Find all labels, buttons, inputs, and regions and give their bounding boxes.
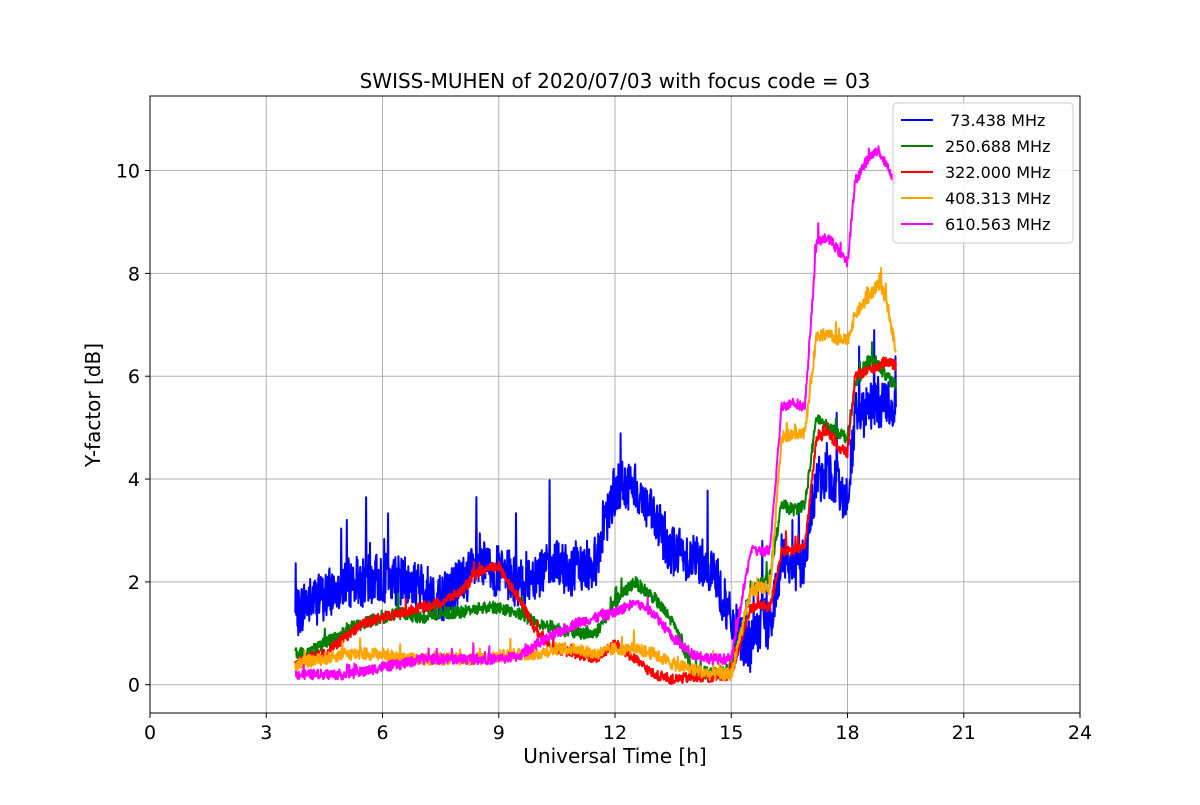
x-tick-label: 15 xyxy=(719,722,743,744)
series-line-4 xyxy=(294,145,897,681)
legend: 73.438 MHz 250.688 MHz 322.000 MHz 408.313 … xyxy=(892,102,1074,244)
series-layer xyxy=(294,145,897,685)
y-axis-label: Y-factor [dB] xyxy=(81,343,105,468)
x-tick-label: 21 xyxy=(952,722,976,744)
x-tick-label: 3 xyxy=(260,722,272,744)
y-tick-label: 8 xyxy=(128,263,140,285)
x-tick-label: 24 xyxy=(1068,722,1092,744)
legend-entry-label: 322.000 MHz xyxy=(945,163,1050,182)
x-tick-label: 6 xyxy=(376,722,388,744)
x-tick-label: 18 xyxy=(835,722,859,744)
grid xyxy=(149,96,1081,713)
y-tick-label: 2 xyxy=(128,572,140,594)
legend-entry-label: 250.688 MHz xyxy=(945,137,1050,156)
y-tick-label: 6 xyxy=(128,366,140,388)
legend-entry-label: 73.438 MHz xyxy=(945,111,1045,130)
chart-title: SWISS-MUHEN of 2020/07/03 with focus cod… xyxy=(360,69,871,93)
y-tick-label: 4 xyxy=(128,469,140,491)
legend-entry-label: 610.563 MHz xyxy=(945,215,1050,234)
series-line-0 xyxy=(294,329,897,673)
x-tick-label: 9 xyxy=(493,722,505,744)
legend-entry-label: 408.313 MHz xyxy=(945,189,1050,208)
x-axis-label: Universal Time [h] xyxy=(523,744,706,768)
series-line-3 xyxy=(294,266,897,682)
x-tick-label: 0 xyxy=(144,722,156,744)
legend-box xyxy=(892,102,1074,244)
y-tick-label: 0 xyxy=(128,675,140,697)
x-tick-label: 12 xyxy=(603,722,627,744)
y-tick-label: 10 xyxy=(116,161,140,183)
